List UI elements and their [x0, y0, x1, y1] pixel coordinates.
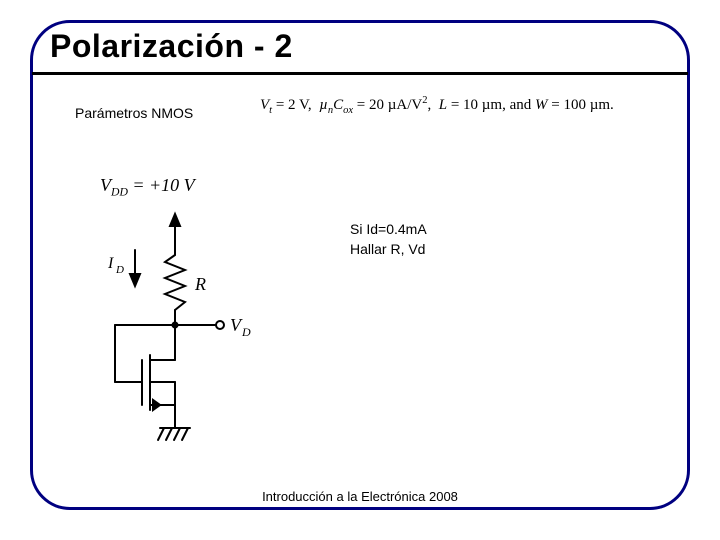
problem-text: Si Id=0.4mA Hallar R, Vd — [350, 220, 427, 259]
svg-text:I: I — [107, 255, 114, 272]
problem-line2: Hallar R, Vd — [350, 240, 427, 260]
svg-text:D: D — [241, 325, 251, 339]
vdd-label: VDD = +10 V — [100, 175, 195, 199]
svg-text:D: D — [115, 264, 124, 276]
circuit-schematic: R V D I D — [80, 210, 280, 460]
slide-footer: Introducción a la Electrónica 2008 — [0, 489, 720, 504]
slide-title: Polarización - 2 — [50, 28, 293, 65]
problem-line1: Si Id=0.4mA — [350, 220, 427, 240]
title-rule — [32, 72, 688, 75]
nmos-params-formula: Vt = 2 V, µnCox = 20 µA/V2, L = 10 µm, a… — [260, 95, 614, 116]
svg-text:R: R — [194, 274, 206, 294]
param-label: Parámetros NMOS — [75, 105, 193, 121]
